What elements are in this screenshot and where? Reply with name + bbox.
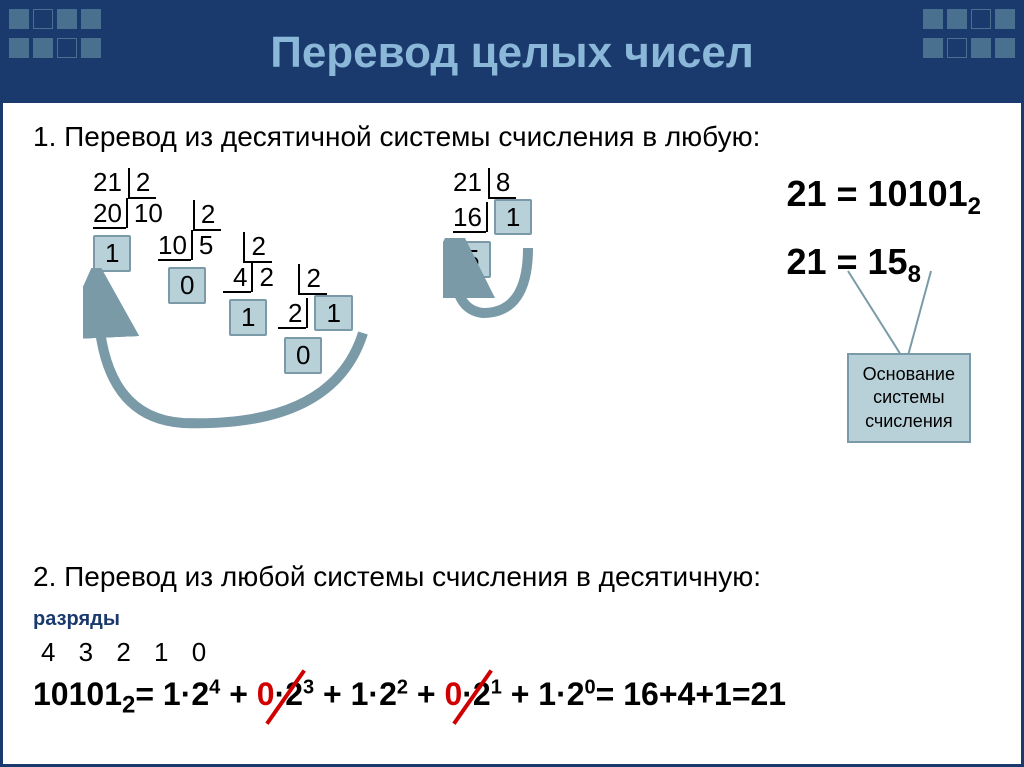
section2: 2. Перевод из любой системы счисления в … xyxy=(33,553,993,719)
slide-title: Перевод целых чисел xyxy=(270,28,754,78)
arrow-binary xyxy=(83,268,383,438)
decor-squares-tr xyxy=(921,7,1017,65)
result-binary: 21 = 101012 xyxy=(786,173,981,221)
digits-label: разряды xyxy=(33,608,993,631)
base-label-box: Основаниесистемысчисления xyxy=(847,353,971,443)
digits-row: 4 3 2 1 0 xyxy=(41,637,993,668)
expansion-formula: 101012= 1·24 + 0·23 + 1·22 + 0·21 + 1·20… xyxy=(33,676,993,719)
arrow-octal xyxy=(443,238,563,338)
section2-title: 2. Перевод из любой системы счисления в … xyxy=(33,561,993,593)
slide-header: Перевод целых чисел xyxy=(3,3,1021,103)
decor-squares-tl xyxy=(7,7,103,65)
section1-title: 1. Перевод из десятичной системы счислен… xyxy=(33,121,991,153)
base-label-text: Основаниесистемысчисления xyxy=(863,364,955,431)
